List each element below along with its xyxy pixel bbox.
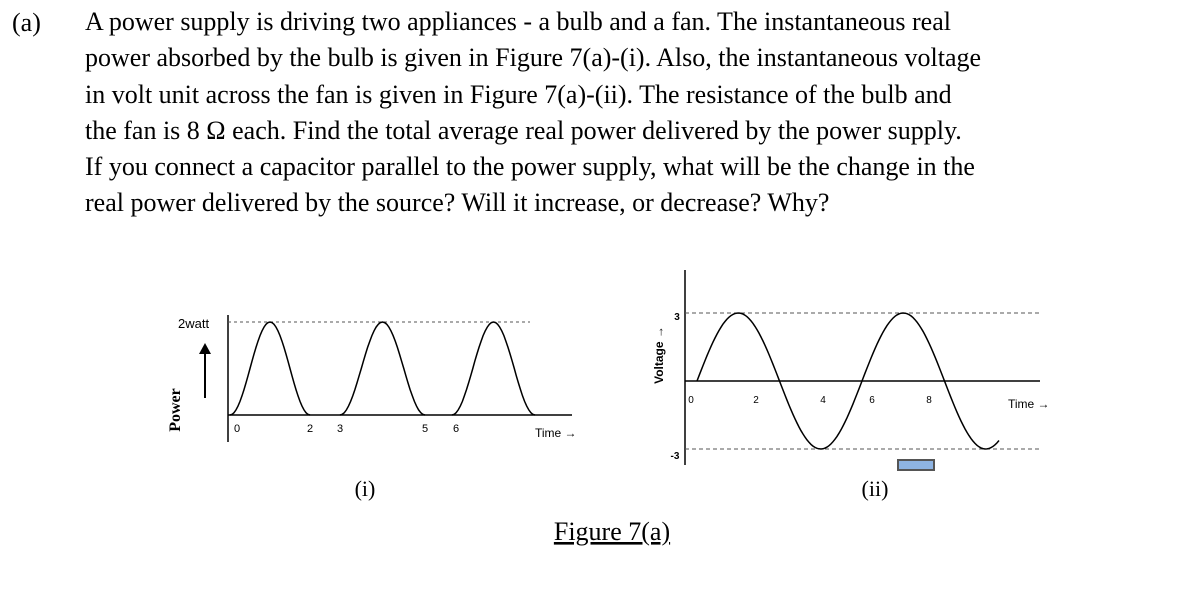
question-line: If you connect a capacitor parallel to t…	[85, 152, 975, 181]
x-label: 8	[926, 395, 932, 406]
x-label: 3	[337, 423, 343, 435]
x-label: 0	[234, 423, 240, 435]
caption: (i)	[355, 476, 376, 501]
y-label: 3	[674, 312, 680, 323]
peak-label: 2watt	[178, 316, 209, 331]
x-label: 2	[307, 423, 313, 435]
question-line: in volt unit across the fan is given in …	[85, 80, 952, 109]
x-label: 4	[820, 395, 826, 406]
power-curve	[229, 321, 536, 416]
y-label: -3	[671, 451, 680, 462]
figure-caption: Figure 7(a)	[554, 517, 670, 546]
marker	[897, 459, 935, 471]
question-line: A power supply is driving two appliances…	[85, 7, 951, 36]
x-axis-label: Time →	[1008, 397, 1050, 411]
y-axis-label: Voltage →	[652, 326, 666, 384]
voltage-curve	[696, 312, 1000, 450]
question-line: power absorbed by the bulb is given in F…	[85, 43, 982, 72]
question-line: real power delivered by the source? Will…	[85, 188, 830, 217]
y-axis-label: Power	[167, 388, 184, 432]
arrow-head	[199, 343, 211, 354]
question-line: the fan is 8 Ω each. Find the total aver…	[85, 116, 962, 145]
question-label: (a)	[12, 8, 41, 37]
x-label: 6	[869, 395, 875, 406]
caption: (ii)	[862, 476, 889, 501]
x-label: 6	[453, 423, 459, 435]
x-label: 5	[422, 423, 428, 435]
x-label: 2	[753, 395, 759, 406]
x-label: 0	[688, 395, 694, 406]
x-axis-label: Time →	[535, 426, 577, 440]
